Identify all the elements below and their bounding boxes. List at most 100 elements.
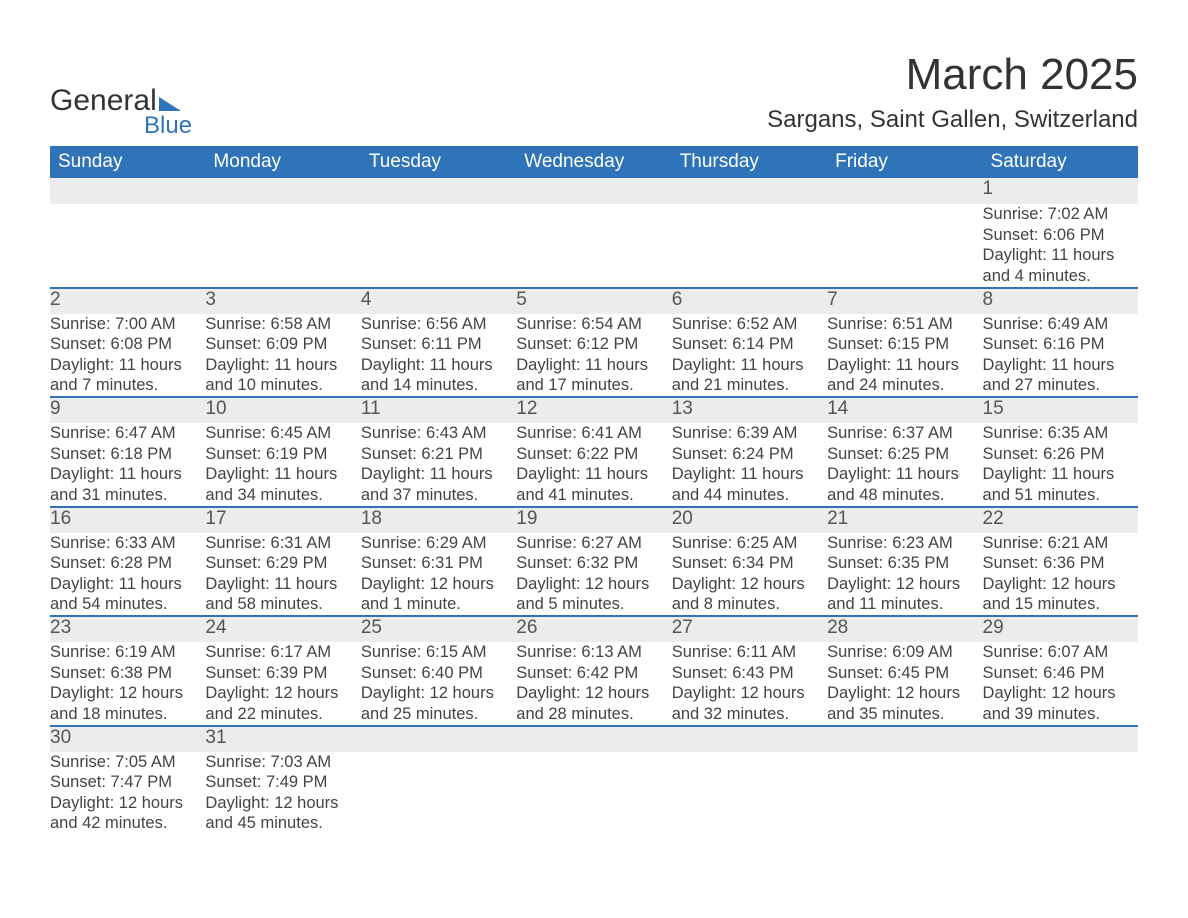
day-d2: and 5 minutes. [516, 594, 671, 615]
day-d1: Daylight: 11 hours [205, 355, 360, 376]
day-sunset: Sunset: 6:12 PM [516, 334, 671, 355]
week-detail-row: Sunrise: 6:47 AMSunset: 6:18 PMDaylight:… [50, 423, 1138, 507]
day-header: Monday [205, 146, 360, 178]
day-sunrise: Sunrise: 6:17 AM [205, 642, 360, 663]
day-detail-cell: Sunrise: 6:31 AMSunset: 6:29 PMDaylight:… [205, 533, 360, 617]
day-sunset: Sunset: 6:19 PM [205, 444, 360, 465]
day-sunrise: Sunrise: 6:15 AM [361, 642, 516, 663]
day-d2: and 14 minutes. [361, 375, 516, 396]
day-number-cell [361, 178, 516, 204]
day-number-cell [827, 726, 982, 752]
day-sunset: Sunset: 6:09 PM [205, 334, 360, 355]
day-sunset: Sunset: 6:25 PM [827, 444, 982, 465]
day-sunset: Sunset: 6:15 PM [827, 334, 982, 355]
day-detail-cell: Sunrise: 7:00 AMSunset: 6:08 PMDaylight:… [50, 314, 205, 398]
day-d1: Daylight: 12 hours [516, 574, 671, 595]
day-d1: Daylight: 11 hours [672, 355, 827, 376]
day-sunset: Sunset: 6:40 PM [361, 663, 516, 684]
day-number-cell: 7 [827, 288, 982, 314]
day-sunset: Sunset: 6:29 PM [205, 553, 360, 574]
day-number-cell [516, 726, 671, 752]
day-d2: and 25 minutes. [361, 704, 516, 725]
day-number-cell [672, 178, 827, 204]
day-detail-cell [672, 204, 827, 288]
day-sunrise: Sunrise: 6:07 AM [983, 642, 1138, 663]
day-sunset: Sunset: 6:16 PM [983, 334, 1138, 355]
day-sunset: Sunset: 7:49 PM [205, 772, 360, 793]
day-detail-cell: Sunrise: 6:11 AMSunset: 6:43 PMDaylight:… [672, 642, 827, 726]
day-sunset: Sunset: 6:43 PM [672, 663, 827, 684]
day-d1: Daylight: 12 hours [827, 574, 982, 595]
day-d1: Daylight: 12 hours [672, 683, 827, 704]
day-number-cell: 3 [205, 288, 360, 314]
day-number-cell: 17 [205, 507, 360, 533]
day-d1: Daylight: 11 hours [983, 355, 1138, 376]
day-detail-cell: Sunrise: 6:51 AMSunset: 6:15 PMDaylight:… [827, 314, 982, 398]
day-d1: Daylight: 12 hours [672, 574, 827, 595]
day-number-cell [983, 726, 1138, 752]
day-number-cell: 12 [516, 397, 671, 423]
day-header: Wednesday [516, 146, 671, 178]
day-sunrise: Sunrise: 6:41 AM [516, 423, 671, 444]
day-d1: Daylight: 11 hours [827, 355, 982, 376]
day-d2: and 24 minutes. [827, 375, 982, 396]
day-detail-cell: Sunrise: 6:47 AMSunset: 6:18 PMDaylight:… [50, 423, 205, 507]
day-d2: and 18 minutes. [50, 704, 205, 725]
day-sunset: Sunset: 6:31 PM [361, 553, 516, 574]
day-detail-cell [827, 204, 982, 288]
day-number-cell: 31 [205, 726, 360, 752]
day-sunrise: Sunrise: 7:02 AM [983, 204, 1138, 225]
day-sunrise: Sunrise: 6:19 AM [50, 642, 205, 663]
day-header: Friday [827, 146, 982, 178]
day-sunrise: Sunrise: 6:49 AM [983, 314, 1138, 335]
day-sunrise: Sunrise: 6:52 AM [672, 314, 827, 335]
day-d1: Daylight: 11 hours [205, 574, 360, 595]
day-d1: Daylight: 11 hours [50, 355, 205, 376]
day-d1: Daylight: 12 hours [50, 683, 205, 704]
day-sunset: Sunset: 6:24 PM [672, 444, 827, 465]
day-number-cell: 16 [50, 507, 205, 533]
day-detail-cell: Sunrise: 7:02 AMSunset: 6:06 PMDaylight:… [983, 204, 1138, 288]
day-number-cell: 30 [50, 726, 205, 752]
day-number-cell: 6 [672, 288, 827, 314]
day-detail-cell: Sunrise: 7:03 AMSunset: 7:49 PMDaylight:… [205, 752, 360, 835]
day-number-cell: 28 [827, 616, 982, 642]
logo-word1: General [50, 84, 157, 118]
day-d2: and 8 minutes. [672, 594, 827, 615]
day-number-cell [50, 178, 205, 204]
day-detail-cell: Sunrise: 6:07 AMSunset: 6:46 PMDaylight:… [983, 642, 1138, 726]
day-number-cell: 9 [50, 397, 205, 423]
day-sunset: Sunset: 6:34 PM [672, 553, 827, 574]
day-d1: Daylight: 11 hours [205, 464, 360, 485]
day-d1: Daylight: 11 hours [50, 464, 205, 485]
day-d1: Daylight: 11 hours [50, 574, 205, 595]
day-sunset: Sunset: 6:46 PM [983, 663, 1138, 684]
week-number-row: 9101112131415 [50, 397, 1138, 423]
day-detail-cell [516, 204, 671, 288]
day-d1: Daylight: 11 hours [983, 464, 1138, 485]
day-number-cell: 11 [361, 397, 516, 423]
day-d2: and 15 minutes. [983, 594, 1138, 615]
title-block: March 2025 Sargans, Saint Gallen, Switze… [767, 50, 1138, 140]
day-header: Sunday [50, 146, 205, 178]
day-number-cell [672, 726, 827, 752]
day-d1: Daylight: 11 hours [361, 464, 516, 485]
day-d2: and 10 minutes. [205, 375, 360, 396]
day-number-cell [361, 726, 516, 752]
logo: General Blue [50, 84, 192, 140]
day-d1: Daylight: 12 hours [205, 683, 360, 704]
day-d2: and 34 minutes. [205, 485, 360, 506]
day-detail-cell: Sunrise: 6:41 AMSunset: 6:22 PMDaylight:… [516, 423, 671, 507]
day-detail-cell: Sunrise: 6:15 AMSunset: 6:40 PMDaylight:… [361, 642, 516, 726]
day-number-cell [205, 178, 360, 204]
day-d2: and 54 minutes. [50, 594, 205, 615]
day-header: Tuesday [361, 146, 516, 178]
day-detail-cell: Sunrise: 6:43 AMSunset: 6:21 PMDaylight:… [361, 423, 516, 507]
day-sunset: Sunset: 6:26 PM [983, 444, 1138, 465]
day-d2: and 4 minutes. [983, 266, 1138, 287]
header: General Blue March 2025 Sargans, Saint G… [50, 50, 1138, 140]
day-d1: Daylight: 12 hours [827, 683, 982, 704]
day-detail-cell: Sunrise: 6:13 AMSunset: 6:42 PMDaylight:… [516, 642, 671, 726]
day-sunset: Sunset: 6:28 PM [50, 553, 205, 574]
day-number-cell: 10 [205, 397, 360, 423]
